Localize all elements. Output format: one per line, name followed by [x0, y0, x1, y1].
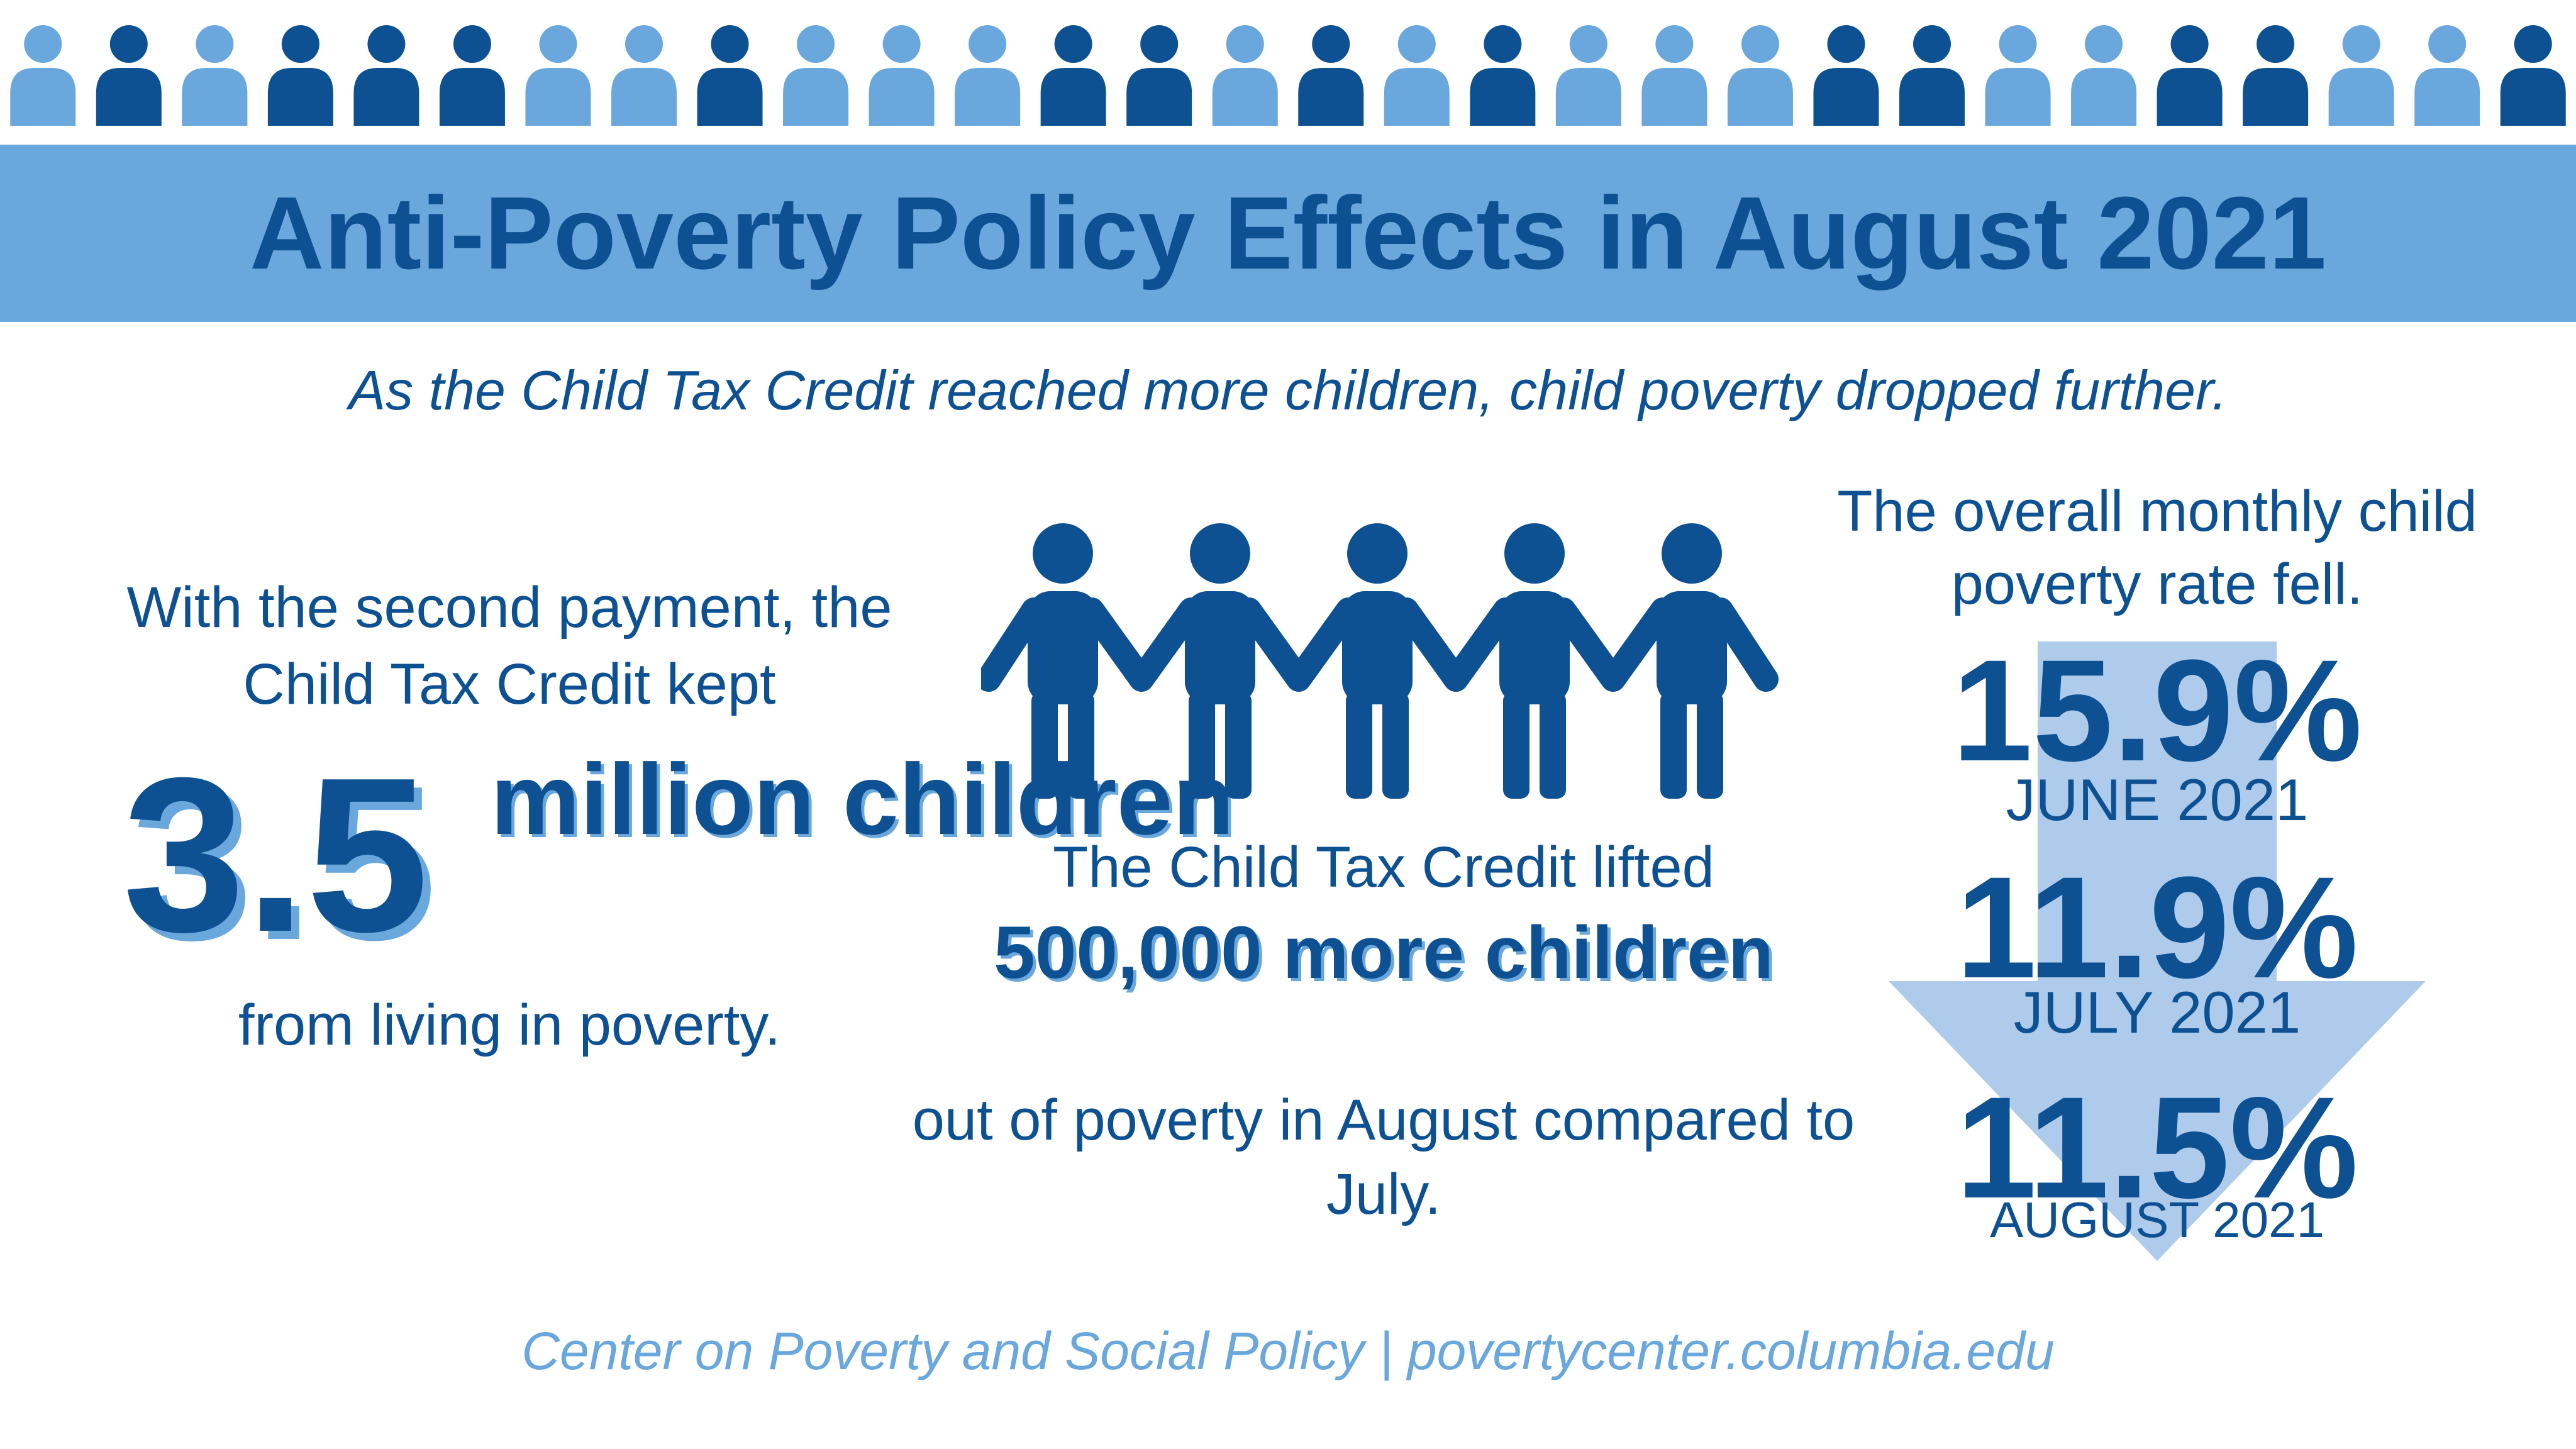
page-title: Anti-Poverty Policy Effects in August 20…	[249, 175, 2327, 291]
person-icon	[1384, 25, 1450, 126]
poverty-rate-heading: The overall monthly child poverty rate f…	[1837, 479, 2477, 616]
person-icon	[1555, 25, 1621, 126]
person-icon	[439, 25, 505, 126]
rate-label-july: JULY 2021	[2013, 979, 2301, 1045]
person-icon	[2243, 25, 2309, 126]
person-icon	[1470, 25, 1536, 126]
person-icon	[1727, 25, 1793, 126]
middle-outro-text: out of poverty in August compared to Jul…	[912, 1088, 1855, 1226]
person-icon	[869, 25, 935, 126]
person-icon	[182, 25, 248, 126]
child-arm	[981, 597, 1046, 692]
child-figure	[1657, 523, 1727, 799]
person-icon	[1298, 25, 1364, 126]
person-icon	[267, 25, 333, 126]
people-row-decoration	[10, 25, 2566, 126]
person-icon	[783, 25, 849, 126]
middle-highlight-text: 500,000 more children	[994, 911, 1774, 994]
person-icon	[96, 25, 162, 126]
middle-intro-text: The Child Tax Credit lifted	[1053, 835, 1714, 899]
person-icon	[611, 25, 677, 126]
person-icon	[2500, 25, 2566, 126]
rate-label-august: AUGUST 2021	[1989, 1192, 2325, 1248]
person-icon	[1641, 25, 1707, 126]
left-intro-text: With the second payment, the Child Tax C…	[126, 575, 892, 716]
child-figure	[1028, 523, 1098, 799]
child-figure	[1342, 523, 1413, 799]
person-icon	[697, 25, 763, 126]
down-arrow-icon	[1889, 641, 2426, 1261]
child-arm	[1708, 597, 1779, 692]
person-icon	[2071, 25, 2137, 126]
child-arm	[1551, 597, 1675, 692]
person-icon	[2414, 25, 2480, 126]
person-icon	[1126, 25, 1192, 126]
left-outro-text: from living in poverty.	[238, 993, 781, 1057]
rate-value-june: 15.9%	[1951, 630, 2363, 791]
title-banner: Anti-Poverty Policy Effects in August 20…	[0, 145, 2576, 322]
page-subtitle: As the Child Tax Credit reached more chi…	[348, 359, 2228, 421]
child-arm	[1394, 597, 1518, 692]
person-icon	[2157, 25, 2223, 126]
footer-credit: Center on Poverty and Social Policy | po…	[521, 1321, 2055, 1380]
person-icon	[1040, 25, 1106, 126]
person-icon	[525, 25, 591, 126]
person-icon	[10, 25, 76, 126]
person-icon	[955, 25, 1021, 126]
person-icon	[1212, 25, 1278, 126]
person-icon	[1813, 25, 1879, 126]
child-figure	[1185, 523, 1255, 799]
rate-value-july: 11.9%	[1956, 847, 2358, 1008]
child-arm	[1236, 597, 1361, 692]
rate-label-june: JUNE 2021	[2006, 767, 2309, 833]
rate-value-august: 11.5%	[1956, 1067, 2358, 1228]
child-arm	[1079, 597, 1204, 692]
big-number: 3.5	[123, 732, 429, 978]
person-icon	[2328, 25, 2394, 126]
person-icon	[1985, 25, 2051, 126]
person-icon	[1899, 25, 1965, 126]
child-figure	[1499, 523, 1570, 799]
person-icon	[353, 25, 419, 126]
children-holding-hands-icon	[981, 523, 1779, 799]
big-number-unit: million children	[491, 743, 1235, 855]
